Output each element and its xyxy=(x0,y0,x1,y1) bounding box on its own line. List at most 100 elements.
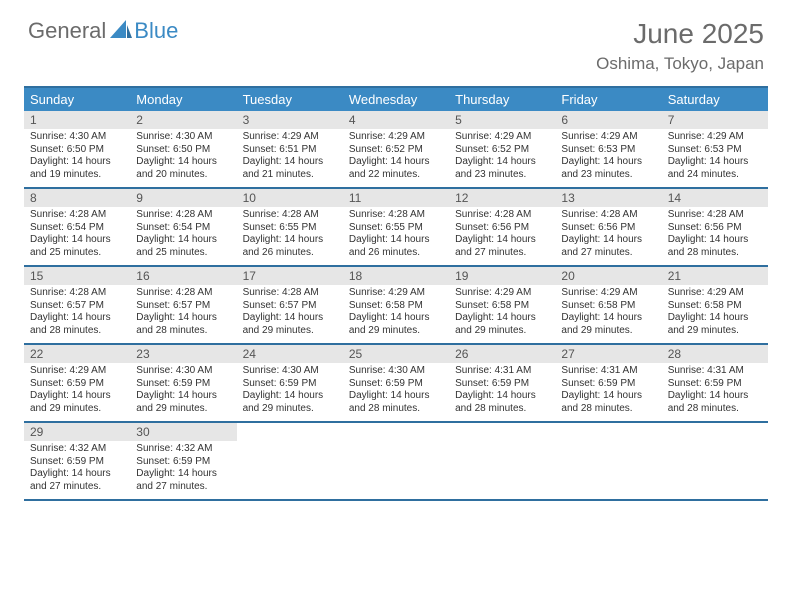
calendar-cell: 15Sunrise: 4:28 AMSunset: 6:57 PMDayligh… xyxy=(24,267,130,343)
day-number: 19 xyxy=(449,267,555,285)
sunset-line: Sunset: 6:57 PM xyxy=(237,300,343,313)
sunrise-line: Sunrise: 4:28 AM xyxy=(237,209,343,222)
day-number: 30 xyxy=(130,423,236,441)
daylight-line: Daylight: 14 hours xyxy=(24,390,130,403)
sunrise-line: Sunrise: 4:29 AM xyxy=(24,365,130,378)
calendar-week: 29Sunrise: 4:32 AMSunset: 6:59 PMDayligh… xyxy=(24,423,768,501)
calendar-cell: 8Sunrise: 4:28 AMSunset: 6:54 PMDaylight… xyxy=(24,189,130,265)
daylight-line: and 27 minutes. xyxy=(24,481,130,494)
day-number: 10 xyxy=(237,189,343,207)
daylight-line: Daylight: 14 hours xyxy=(130,468,236,481)
sunrise-line: Sunrise: 4:30 AM xyxy=(130,365,236,378)
calendar-cell: 3Sunrise: 4:29 AMSunset: 6:51 PMDaylight… xyxy=(237,111,343,187)
calendar-week: 15Sunrise: 4:28 AMSunset: 6:57 PMDayligh… xyxy=(24,267,768,345)
calendar-week: 8Sunrise: 4:28 AMSunset: 6:54 PMDaylight… xyxy=(24,189,768,267)
calendar-cell: 22Sunrise: 4:29 AMSunset: 6:59 PMDayligh… xyxy=(24,345,130,421)
daylight-line: and 27 minutes. xyxy=(555,247,661,260)
daylight-line: Daylight: 14 hours xyxy=(449,312,555,325)
day-number: 21 xyxy=(662,267,768,285)
sunset-line: Sunset: 6:54 PM xyxy=(130,222,236,235)
sunset-line: Sunset: 6:58 PM xyxy=(343,300,449,313)
calendar-cell: 20Sunrise: 4:29 AMSunset: 6:58 PMDayligh… xyxy=(555,267,661,343)
dow-label: Tuesday xyxy=(237,88,343,111)
daylight-line: and 29 minutes. xyxy=(555,325,661,338)
day-number: 20 xyxy=(555,267,661,285)
daylight-line: Daylight: 14 hours xyxy=(449,390,555,403)
daylight-line: and 28 minutes. xyxy=(343,403,449,416)
daylight-line: and 25 minutes. xyxy=(130,247,236,260)
sunrise-line: Sunrise: 4:32 AM xyxy=(24,443,130,456)
sunset-line: Sunset: 6:51 PM xyxy=(237,144,343,157)
day-number: 8 xyxy=(24,189,130,207)
daylight-line: Daylight: 14 hours xyxy=(662,234,768,247)
calendar-cell xyxy=(555,423,661,499)
day-number: 5 xyxy=(449,111,555,129)
calendar-cell: 21Sunrise: 4:29 AMSunset: 6:58 PMDayligh… xyxy=(662,267,768,343)
sunrise-line: Sunrise: 4:29 AM xyxy=(449,131,555,144)
daylight-line: Daylight: 14 hours xyxy=(130,312,236,325)
sunset-line: Sunset: 6:53 PM xyxy=(555,144,661,157)
sunset-line: Sunset: 6:50 PM xyxy=(130,144,236,157)
sunset-line: Sunset: 6:57 PM xyxy=(130,300,236,313)
day-number: 27 xyxy=(555,345,661,363)
sunset-line: Sunset: 6:58 PM xyxy=(662,300,768,313)
sunrise-line: Sunrise: 4:32 AM xyxy=(130,443,236,456)
brand-part1: General xyxy=(28,18,106,44)
daylight-line: Daylight: 14 hours xyxy=(662,312,768,325)
calendar-cell xyxy=(237,423,343,499)
sail-icon xyxy=(110,20,132,38)
daylight-line: and 29 minutes. xyxy=(237,403,343,416)
daylight-line: and 29 minutes. xyxy=(449,325,555,338)
calendar-cell: 19Sunrise: 4:29 AMSunset: 6:58 PMDayligh… xyxy=(449,267,555,343)
calendar-cell: 9 Sunrise: 4:28 AMSunset: 6:54 PMDaylight… xyxy=(130,189,236,265)
day-number: 9 xyxy=(130,189,236,207)
sunrise-line: Sunrise: 4:30 AM xyxy=(343,365,449,378)
sunset-line: Sunset: 6:55 PM xyxy=(343,222,449,235)
calendar-week: 22Sunrise: 4:29 AMSunset: 6:59 PMDayligh… xyxy=(24,345,768,423)
daylight-line: Daylight: 14 hours xyxy=(24,156,130,169)
daylight-line: Daylight: 14 hours xyxy=(130,234,236,247)
sunrise-line: Sunrise: 4:30 AM xyxy=(237,365,343,378)
sunrise-line: Sunrise: 4:29 AM xyxy=(555,131,661,144)
daylight-line: and 24 minutes. xyxy=(662,169,768,182)
brand-logo: General Blue xyxy=(28,18,178,44)
day-of-week-header: SundayMondayTuesdayWednesdayThursdayFrid… xyxy=(24,86,768,111)
day-number: 4 xyxy=(343,111,449,129)
daylight-line: and 29 minutes. xyxy=(130,403,236,416)
calendar-cell xyxy=(662,423,768,499)
daylight-line: and 28 minutes. xyxy=(662,403,768,416)
sunrise-line: Sunrise: 4:28 AM xyxy=(130,287,236,300)
daylight-line: and 29 minutes. xyxy=(662,325,768,338)
day-number: 2 xyxy=(130,111,236,129)
daylight-line: and 19 minutes. xyxy=(24,169,130,182)
sunset-line: Sunset: 6:52 PM xyxy=(449,144,555,157)
day-number: 24 xyxy=(237,345,343,363)
sunset-line: Sunset: 6:59 PM xyxy=(449,378,555,391)
daylight-line: Daylight: 14 hours xyxy=(24,234,130,247)
calendar-cell: 25Sunrise: 4:30 AMSunset: 6:59 PMDayligh… xyxy=(343,345,449,421)
daylight-line: and 28 minutes. xyxy=(24,325,130,338)
daylight-line: Daylight: 14 hours xyxy=(24,468,130,481)
calendar-cell: 1Sunrise: 4:30 AMSunset: 6:50 PMDaylight… xyxy=(24,111,130,187)
daylight-line: Daylight: 14 hours xyxy=(343,312,449,325)
title-block: June 2025 Oshima, Tokyo, Japan xyxy=(596,18,764,74)
day-number: 14 xyxy=(662,189,768,207)
daylight-line: and 20 minutes. xyxy=(130,169,236,182)
calendar-cell: 24Sunrise: 4:30 AMSunset: 6:59 PMDayligh… xyxy=(237,345,343,421)
daylight-line: and 26 minutes. xyxy=(237,247,343,260)
daylight-line: Daylight: 14 hours xyxy=(24,312,130,325)
sunset-line: Sunset: 6:59 PM xyxy=(24,456,130,469)
calendar-cell: 2Sunrise: 4:30 AMSunset: 6:50 PMDaylight… xyxy=(130,111,236,187)
sunset-line: Sunset: 6:52 PM xyxy=(343,144,449,157)
sunrise-line: Sunrise: 4:28 AM xyxy=(130,209,236,222)
day-number: 28 xyxy=(662,345,768,363)
calendar-cell: 17Sunrise: 4:28 AMSunset: 6:57 PMDayligh… xyxy=(237,267,343,343)
daylight-line: and 27 minutes. xyxy=(449,247,555,260)
calendar-cell: 11Sunrise: 4:28 AMSunset: 6:55 PMDayligh… xyxy=(343,189,449,265)
daylight-line: Daylight: 14 hours xyxy=(237,390,343,403)
day-number: 26 xyxy=(449,345,555,363)
dow-label: Wednesday xyxy=(343,88,449,111)
sunrise-line: Sunrise: 4:31 AM xyxy=(555,365,661,378)
day-number: 17 xyxy=(237,267,343,285)
calendar-grid: SundayMondayTuesdayWednesdayThursdayFrid… xyxy=(24,86,768,501)
